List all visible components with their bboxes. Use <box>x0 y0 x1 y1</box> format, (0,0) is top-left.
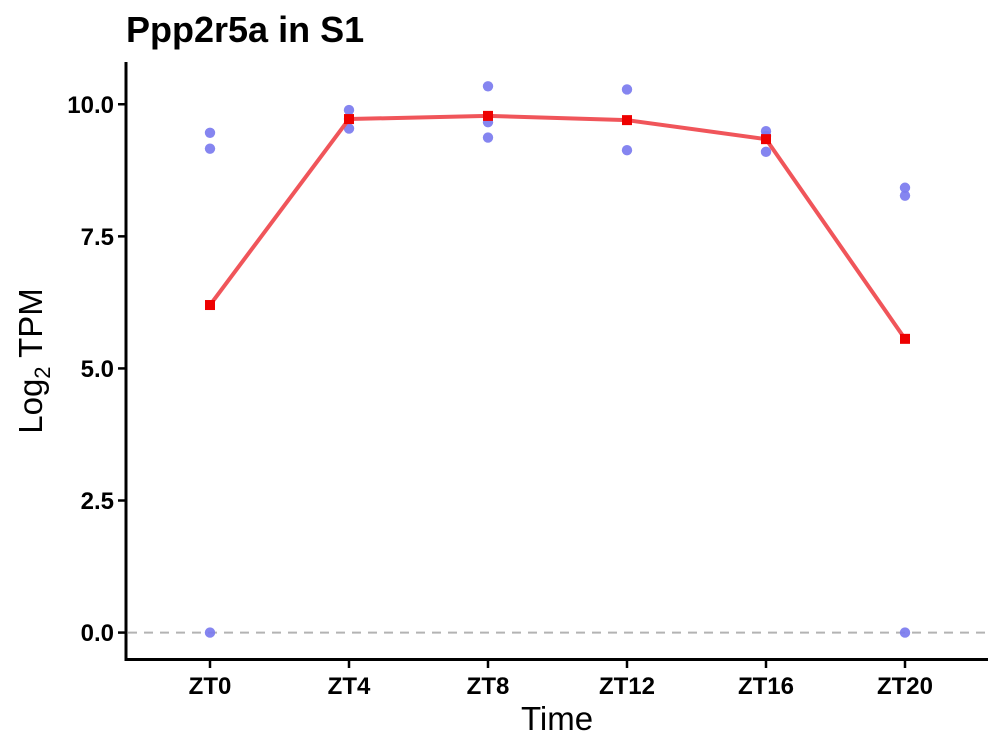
y-tick-label: 10.0 <box>67 92 114 119</box>
y-axis-title: Log2 TPM <box>12 288 55 434</box>
x-tick-label: ZT20 <box>877 673 933 700</box>
replicate-point <box>482 132 494 143</box>
replicate-point <box>899 627 911 638</box>
axes-layer <box>124 62 988 661</box>
x-tick-label: ZT16 <box>738 673 794 700</box>
replicate-point <box>621 84 633 95</box>
mean-point <box>483 110 493 121</box>
replicate-point <box>343 123 355 134</box>
y-axis-title-suffix: TPM <box>12 288 49 366</box>
replicate-point <box>204 627 216 638</box>
mean-point <box>205 300 215 311</box>
y-tick-label: 0.0 <box>81 620 114 647</box>
mean-point <box>344 114 354 125</box>
mean-markers-layer <box>205 110 910 344</box>
replicate-point <box>621 145 633 156</box>
y-axis-title-subscript: 2 <box>30 366 55 378</box>
replicate-point <box>482 81 494 92</box>
x-tick-label: ZT0 <box>189 673 232 700</box>
replicate-point <box>760 146 772 158</box>
replicate-point <box>899 190 911 201</box>
replicate-point <box>899 182 911 193</box>
chart-title: Ppp2r5a in S1 <box>126 9 364 50</box>
mean-series-line <box>208 113 907 341</box>
mean-line-layer <box>208 113 907 341</box>
y-tick-label: 7.5 <box>81 224 114 251</box>
x-axis-title: Time <box>521 700 593 737</box>
replicate-points-layer <box>204 81 911 638</box>
mean-point <box>900 333 910 344</box>
y-axis-title-prefix: Log <box>12 379 49 434</box>
replicate-point <box>343 104 355 116</box>
replicate-point <box>204 127 216 138</box>
y-tick-label: 2.5 <box>81 488 114 515</box>
replicate-point <box>204 143 216 154</box>
x-tick-label: ZT12 <box>599 673 655 700</box>
x-tick-label: ZT8 <box>467 673 510 700</box>
mean-point <box>622 115 632 126</box>
y-ticks-layer: 0.0 2.5 5.0 7.5 10.0 <box>67 92 126 647</box>
mean-point <box>761 134 771 145</box>
x-ticks-layer: ZT0 ZT4 ZT8 ZT12 ZT16 ZT20 <box>189 660 933 700</box>
x-tick-label: ZT4 <box>328 673 371 700</box>
y-tick-label: 5.0 <box>81 356 114 383</box>
